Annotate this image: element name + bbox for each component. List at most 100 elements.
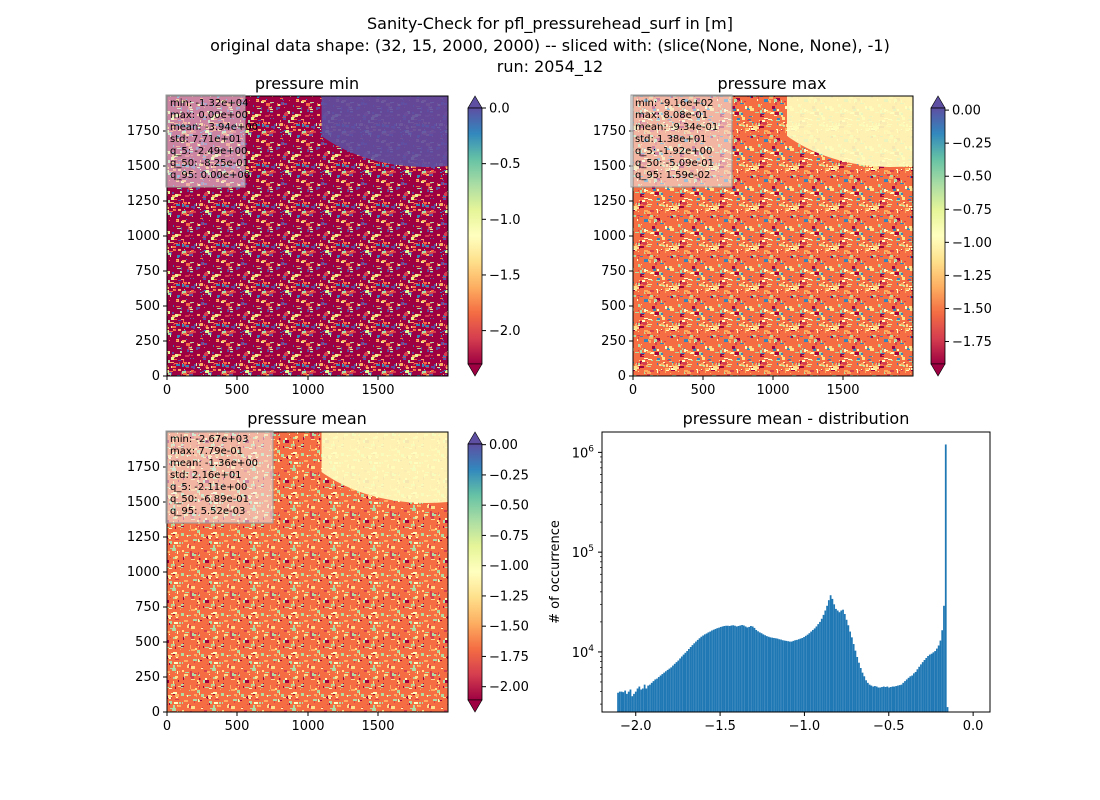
colorbar: 0.00 −0.25 −0.50 −0.75 −1.00 −1.25 −1.50 −1.75 −…	[467, 431, 529, 713]
histogram-bar	[718, 627, 720, 712]
histogram-bar	[916, 669, 919, 712]
y-tick-label: 1500	[593, 159, 626, 174]
histogram-bar	[679, 658, 681, 712]
x-tick-label: −0.5	[873, 719, 905, 734]
y-tick-label: 250	[135, 670, 160, 685]
x-axis: −2.0 −1.5 −1.0 −0.5 0.0	[620, 712, 983, 734]
histogram-bar	[675, 662, 678, 712]
histogram-bar	[865, 680, 867, 712]
colorbar-tick-label: −1.5	[489, 268, 521, 283]
histogram-bar	[672, 665, 674, 712]
histogram-bar	[796, 639, 798, 712]
histogram-bar	[912, 673, 915, 712]
histogram-bar	[647, 685, 650, 712]
histogram-bar	[918, 666, 921, 712]
histogram-bar	[728, 625, 731, 712]
histogram-bar	[831, 598, 834, 712]
colorbar-tick-label: −1.75	[489, 650, 529, 665]
histogram-bar	[925, 657, 928, 712]
histogram-bar	[753, 627, 756, 712]
histogram-bar	[633, 693, 635, 712]
stat-max: max: 7.79e-01	[170, 446, 243, 457]
colorbar-tick-label: −0.25	[489, 468, 529, 483]
histogram-bar	[666, 669, 669, 712]
histogram-bar	[656, 678, 658, 712]
histogram-bar	[881, 687, 883, 712]
histogram-bar	[941, 630, 944, 712]
stat-q95: q_95: 0.00e+00	[170, 170, 250, 181]
histogram-bar	[657, 677, 660, 712]
histogram-bar	[808, 633, 811, 712]
histogram-bar	[858, 662, 860, 712]
histogram-bar	[723, 625, 726, 712]
histogram-bar	[629, 689, 632, 712]
histogram-bar	[840, 610, 843, 712]
histogram-bar	[847, 625, 850, 712]
y-tick-label: 1250	[593, 194, 626, 209]
histogram-bar	[904, 681, 906, 712]
heatmap-region	[321, 432, 448, 503]
histogram-bar	[693, 643, 696, 712]
histogram-bar	[923, 660, 926, 712]
histogram-bar	[696, 639, 699, 712]
histogram-bar	[932, 652, 935, 712]
histogram-bar	[806, 634, 809, 712]
stat-min: min: -2.67e+03	[170, 434, 249, 445]
histogram-bar	[626, 693, 628, 712]
y-tick-label: 105	[572, 544, 594, 561]
x-tick-label: 0	[629, 383, 637, 398]
histogram-bar	[838, 612, 841, 712]
stat-mean: mean: -9.34e-01	[635, 122, 718, 133]
histogram-bar	[654, 679, 657, 712]
histogram-bar	[861, 672, 864, 712]
histogram-bar	[686, 651, 689, 712]
stat-q5: q_5: -1.92e+00	[635, 146, 712, 157]
plot-frame	[601, 431, 991, 713]
histogram-bar	[852, 644, 855, 712]
histogram-bar	[776, 638, 779, 712]
panel-distribution: pressure mean - distribution # of occurr…	[548, 409, 991, 734]
colorbar-tick-label: −0.75	[952, 203, 992, 218]
stat-q95: q_95: 1.59e-02	[635, 170, 710, 181]
colorbar: 0.0 −0.5 −1.0 −1.5 −2.0	[467, 95, 521, 377]
histogram-bar	[673, 663, 676, 712]
histogram-bar	[928, 654, 931, 712]
histogram-bar	[698, 638, 701, 712]
histogram-bar	[769, 637, 772, 712]
histogram-bar	[640, 689, 642, 712]
y-tick-label: 500	[601, 299, 626, 314]
histogram-bar	[819, 621, 821, 712]
figure-title-line1: Sanity-Check for pfl_pressurehead_surf i…	[367, 14, 733, 34]
x-tick-label: 1000	[291, 719, 324, 734]
histogram-bar	[627, 691, 630, 712]
histogram-bar	[691, 645, 694, 712]
y-tick-label: 1000	[127, 229, 160, 244]
stat-std: std: 2.16e+01	[170, 470, 242, 481]
histogram-bar	[712, 629, 715, 712]
histogram-bar	[764, 635, 766, 712]
histogram-bar	[872, 686, 875, 712]
histogram-bar	[762, 634, 765, 712]
y-tick-label: 1500	[127, 159, 160, 174]
histogram-bar	[826, 605, 828, 712]
histogram-bar	[714, 628, 717, 712]
histogram-bar	[888, 687, 890, 712]
stats-box: min: -1.32e+04 max: 0.00e+00 mean: -3.94…	[165, 94, 258, 188]
histogram-bar	[854, 650, 857, 712]
histogram-bar	[946, 707, 949, 712]
panel-title: pressure mean	[247, 409, 367, 428]
colorbar-tick-label: −0.25	[952, 137, 992, 152]
histogram-bar	[815, 626, 818, 712]
histogram-bar	[719, 626, 722, 712]
colorbar-tick-label: 0.00	[489, 438, 518, 453]
histogram-bar	[751, 626, 754, 712]
histogram-bar	[624, 690, 627, 712]
colorbar-tick-label: −1.25	[952, 269, 992, 284]
y-tick-label: 750	[135, 264, 160, 279]
y-tick-label: 1750	[593, 124, 626, 139]
histogram-bar	[735, 626, 738, 712]
histogram-bar	[645, 688, 648, 712]
histogram-bar	[707, 632, 710, 712]
histogram-bar	[902, 682, 905, 712]
